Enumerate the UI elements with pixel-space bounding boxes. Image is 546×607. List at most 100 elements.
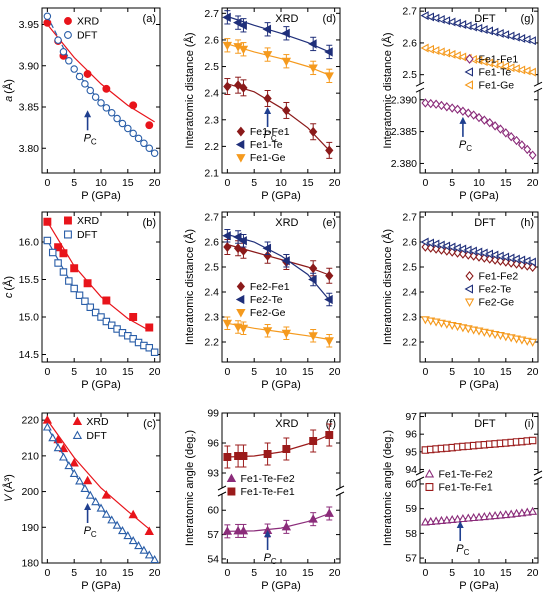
data-point (150, 554, 160, 564)
data-point (308, 274, 317, 285)
axis-break-mark (415, 476, 425, 482)
legend-label: Fe2-Ge (250, 307, 286, 319)
y-tick-label: 16.0 (19, 237, 40, 249)
y-tick-label: 220 (21, 415, 39, 427)
x-tick-label: 5 (71, 177, 77, 189)
data-point (458, 52, 467, 62)
data-point (239, 82, 248, 93)
y-tick-label: 2.7 (204, 212, 219, 224)
data-point (81, 297, 89, 305)
data-point (70, 284, 78, 293)
panel-label: (g) (521, 13, 534, 25)
axis-break-mark (335, 485, 345, 491)
data-point (308, 332, 318, 341)
data-point (144, 526, 154, 536)
y-tick-label: 2.5 (204, 61, 219, 73)
data-point (431, 516, 441, 525)
data-point (91, 93, 100, 101)
data-point (522, 66, 531, 76)
y-tick-label: 96 (207, 438, 219, 450)
y-tick-label: 2.3 (204, 312, 219, 324)
data-point (48, 248, 57, 257)
series-fe2-te (420, 237, 536, 267)
y-tick-label: 2.2 (204, 337, 219, 349)
panel-e: 0 5 10 15 20 P (GPa) 2.2 2.3 2.4 2.5 2.6 2.7 Interat… (183, 211, 341, 391)
series-line (425, 102, 534, 156)
y-axis-label: Interatomic angle (deg.) (184, 430, 196, 546)
x-axis-label: P (GPa) (261, 580, 301, 592)
legend-label: Fe1-Te-Fe1 (438, 482, 492, 494)
panel-label: (d) (323, 13, 336, 25)
series-fe2-ge (222, 316, 334, 348)
data-point (500, 30, 510, 40)
legend-marker (64, 216, 72, 225)
data-point (134, 541, 143, 550)
y-tick-label: 3.80 (19, 143, 40, 155)
pc-label: PC (456, 543, 469, 557)
data-point (81, 80, 89, 88)
y-tick-label: 2.3 (204, 114, 219, 126)
series-fe1-te-fe1 (421, 436, 537, 454)
data-point (107, 109, 116, 117)
pc-label-sub: C (271, 557, 277, 566)
data-point (506, 31, 515, 41)
data-point (123, 531, 133, 540)
data-point (425, 12, 434, 22)
data-point (522, 34, 531, 44)
series-fe1-te-fe2 (420, 506, 538, 526)
x-axis-label: P (GPa) (459, 379, 499, 391)
data-point (324, 508, 334, 517)
data-point (222, 319, 233, 329)
data-point (43, 217, 52, 226)
legend: XRD DFT (64, 215, 100, 241)
data-point (42, 422, 52, 431)
data-point (441, 48, 451, 58)
pc-label-p: P (264, 552, 272, 564)
data-point (262, 243, 272, 253)
axis-break-gap (417, 473, 423, 479)
data-point (496, 510, 505, 519)
x-tick-label: 15 (500, 366, 512, 378)
x-tick-label: 5 (449, 567, 455, 579)
data-point (426, 516, 436, 526)
data-point (69, 468, 79, 477)
legend-marker (226, 473, 237, 482)
data-point (324, 47, 333, 57)
pc-label-sub: C (271, 134, 277, 143)
axis-break-mark (533, 87, 543, 93)
legend-label: DFT (77, 30, 98, 42)
pc-annotation: PC (84, 110, 97, 146)
data-point (48, 433, 58, 442)
legend: XRD DFT (64, 16, 100, 42)
y-tick-label: 2.2 (402, 337, 417, 349)
pc-label-sub: C (466, 144, 472, 153)
y-tick-label: 94 (405, 464, 417, 476)
panel-label: (a) (143, 13, 156, 25)
legend-label: Fe1-Te (479, 66, 512, 78)
x-tick-label: 15 (500, 567, 512, 579)
data-point (282, 105, 291, 116)
data-point (453, 514, 462, 523)
data-point (54, 259, 62, 267)
data-point (233, 80, 243, 91)
data-point (309, 263, 318, 274)
y-tick-label: 2.1 (204, 168, 219, 180)
y-tick-label: 15.0 (19, 312, 40, 324)
data-point (452, 18, 461, 28)
data-point (91, 497, 101, 506)
panel-label: (b) (143, 217, 156, 229)
y-tick-label: 2.7 (402, 6, 417, 18)
pc-label-p: P (456, 543, 464, 555)
data-point (490, 510, 500, 520)
data-point (54, 36, 62, 44)
data-point (238, 20, 247, 30)
pc-label: PC (459, 139, 472, 153)
pc-label-p: P (84, 132, 92, 144)
data-point (308, 39, 317, 49)
legend-marker (64, 17, 72, 25)
y-tick-label: 2.4 (204, 287, 219, 299)
data-point (281, 28, 290, 38)
legend-label: Fe2-Ge (479, 297, 515, 309)
data-point (222, 231, 231, 241)
legend-marker (235, 139, 245, 150)
